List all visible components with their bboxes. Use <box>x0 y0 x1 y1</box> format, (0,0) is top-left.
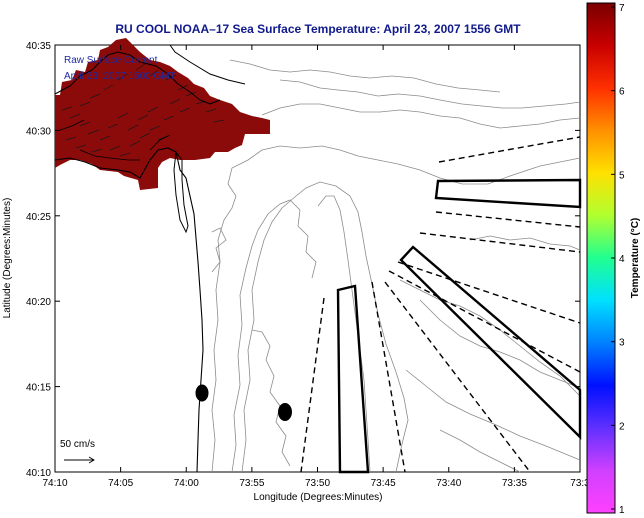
colorbar-tick-label: 4 <box>619 254 625 265</box>
annotation-line2: April 23, 2007 1500 GMT <box>64 71 176 82</box>
x-tick-label: 73:55 <box>239 478 264 489</box>
y-tick-label: 40:20 <box>26 297 51 308</box>
sandy-hook-spit <box>173 150 189 234</box>
x-tick-label: 73:45 <box>371 478 396 489</box>
y-tick-label: 40:15 <box>26 383 51 394</box>
colorbar-tick-label: 2 <box>619 421 625 432</box>
study-area-boxes <box>336 178 582 474</box>
map-area[interactable] <box>54 38 582 474</box>
colorbar-tick-label: 1 <box>619 505 625 516</box>
marker-ellipse-1 <box>195 384 209 402</box>
y-tick-label: 40:10 <box>26 468 51 479</box>
x-tick-label: 74:05 <box>108 478 133 489</box>
sst-warm-patch <box>55 38 270 190</box>
colorbar-ticks: 7 6 5 4 3 2 1 <box>611 3 625 516</box>
colorbar-tick-label: 3 <box>619 338 625 349</box>
map-title: RU COOL NOAA–17 Sea Surface Temperature:… <box>115 22 521 36</box>
x-tick-label: 74:00 <box>174 478 199 489</box>
box-southeast <box>399 245 582 440</box>
coastline <box>54 147 204 473</box>
x-tick-label: 73:3 <box>570 478 590 489</box>
colorbar <box>586 2 616 514</box>
y-axis-label: Latitude (Degrees:Minutes) <box>2 198 13 319</box>
y-tick-label: 40:35 <box>26 41 51 52</box>
scale-arrow <box>64 456 95 464</box>
x-tick-label: 74:10 <box>42 478 67 489</box>
box-north <box>434 178 582 209</box>
x-tick-label: 73:35 <box>502 478 527 489</box>
colorbar-tick-label: 7 <box>619 3 625 14</box>
long-island-coast <box>169 44 246 85</box>
dashed-sector-lines <box>300 136 581 473</box>
x-tick-label: 73:50 <box>305 478 330 489</box>
scale-label: 50 cm/s <box>60 439 95 450</box>
y-axis-ticks: 40:35 40:30 40:25 40:20 40:15 40:10 <box>26 41 580 479</box>
x-tick-label: 73:40 <box>436 478 461 489</box>
colorbar-tick-label: 5 <box>619 170 625 181</box>
x-axis-ticks: 74:10 74:05 74:00 73:55 73:50 73:45 73:40 73:35… <box>42 45 590 489</box>
marker-ellipse-2 <box>278 403 292 421</box>
colorbar-tick-label: 6 <box>619 87 625 98</box>
colorbar-label: Temperature (°C) <box>630 218 641 299</box>
raritan-coast <box>54 51 221 105</box>
y-tick-label: 40:25 <box>26 212 51 223</box>
x-axis-label: Longitude (Degrees:Minutes) <box>254 492 383 503</box>
annotation-line1: Raw Surface Current <box>64 55 158 66</box>
box-central <box>336 284 370 474</box>
y-tick-label: 40:30 <box>26 126 51 137</box>
bathymetry-contours <box>211 59 581 473</box>
bay-shoreline <box>59 119 171 161</box>
